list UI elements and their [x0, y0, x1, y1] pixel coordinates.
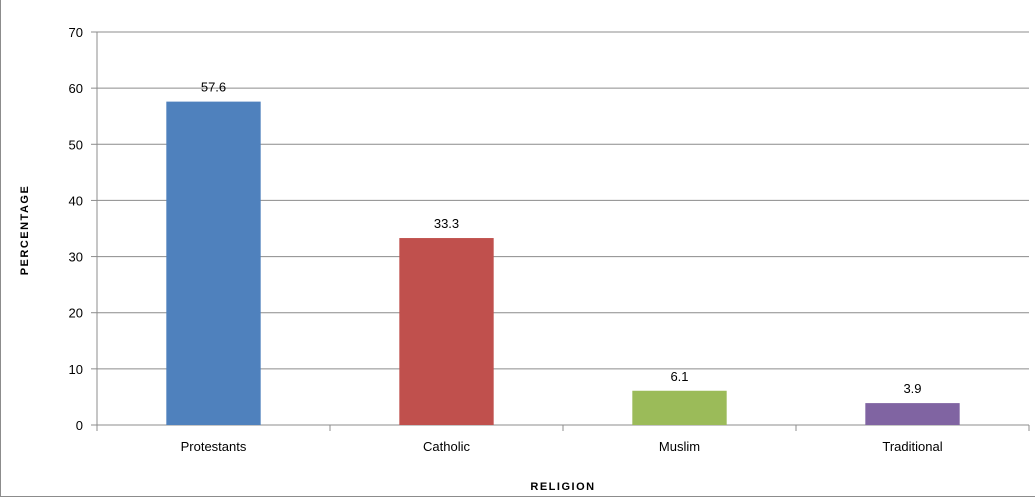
data-label-protestants: 57.6: [201, 80, 226, 95]
bars: [166, 101, 960, 426]
y-tick-label: 50: [69, 137, 83, 152]
y-tick-label: 60: [69, 81, 83, 96]
bar-traditional: [865, 403, 960, 425]
data-label-muslim: 6.1: [670, 369, 688, 384]
x-tick-label-catholic: Catholic: [423, 439, 470, 454]
x-tick-label-protestants: Protestants: [181, 439, 247, 454]
y-tick-label: 40: [69, 193, 83, 208]
x-tick-label-traditional: Traditional: [882, 439, 942, 454]
y-tick-label: 0: [76, 418, 83, 433]
y-tick-label: 30: [69, 250, 83, 265]
y-tick-label: 20: [69, 306, 83, 321]
y-axis-title: PERCENTAGE: [19, 185, 31, 276]
data-label-traditional: 3.9: [903, 381, 921, 396]
bar-muslim: [632, 390, 727, 425]
y-tick-label: 10: [69, 362, 83, 377]
labels: 0 10 20 30 40 50 60 70 57.6 Protestants 33.3 Cathol…: [69, 25, 943, 454]
bar-catholic: [399, 238, 494, 425]
x-tick-label-muslim: Muslim: [659, 439, 700, 454]
y-tick-label: 70: [69, 25, 83, 40]
bar-protestants: [166, 101, 261, 426]
x-axis-title: RELIGION: [530, 481, 595, 493]
data-label-catholic: 33.3: [434, 216, 459, 231]
